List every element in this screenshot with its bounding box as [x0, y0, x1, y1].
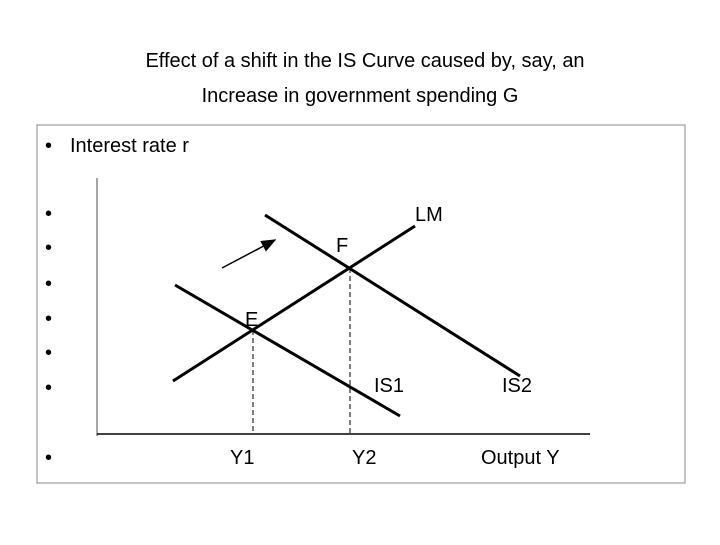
lm-curve: [172, 224, 416, 383]
x-axis-label: Output Y: [481, 447, 560, 469]
point-e-label: E: [245, 309, 258, 331]
is2-curve: [264, 213, 521, 378]
title-line: Increase in government spending G: [202, 85, 519, 107]
bullet: •: [45, 203, 52, 225]
is1-curve: [174, 283, 401, 418]
is1-label: IS1: [374, 375, 404, 397]
shift-arrow: [221, 239, 277, 269]
bullets: • Interest rate r • • • • • • •: [45, 135, 189, 469]
bullet: •: [45, 273, 52, 295]
y1-label: Y1: [230, 447, 254, 469]
content-box: [36, 124, 686, 484]
bullet: •: [45, 342, 52, 364]
bullet: •: [45, 135, 52, 157]
title-line: Effect of a shift in the IS Curve caused…: [145, 50, 584, 72]
y2-label: Y2: [352, 447, 376, 469]
lm-label: LM: [415, 204, 443, 226]
is2-label: IS2: [502, 375, 532, 397]
bullet: •: [45, 237, 52, 259]
bullet-text: Interest rate r: [70, 135, 189, 157]
bullet: •: [45, 308, 52, 330]
bullet: •: [45, 447, 52, 469]
bullet: •: [45, 377, 52, 399]
point-f-label: F: [336, 235, 348, 257]
